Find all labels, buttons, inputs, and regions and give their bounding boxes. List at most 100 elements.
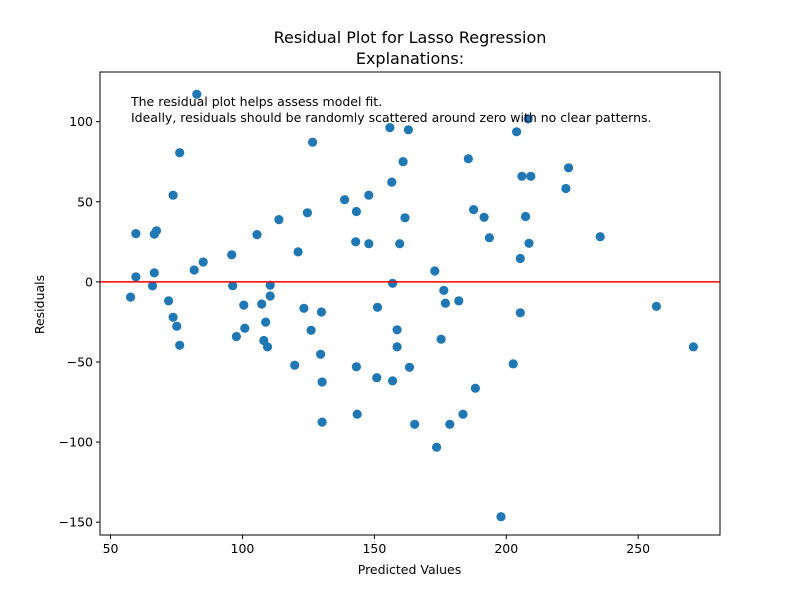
data-point: [479, 212, 489, 222]
data-point: [351, 362, 361, 372]
data-point: [151, 226, 162, 236]
x-tick-label: 50: [103, 541, 119, 556]
y-tick-label: 50: [77, 194, 93, 209]
plot-frame: [99, 71, 721, 536]
y-tick-label: 0: [85, 274, 93, 289]
y-tick-label: −150: [59, 515, 93, 530]
data-point: [392, 342, 402, 352]
data-point: [306, 325, 316, 335]
data-point: [517, 171, 527, 181]
data-point: [496, 512, 506, 522]
data-point: [372, 373, 382, 383]
data-point: [299, 303, 309, 313]
data-point: [317, 377, 327, 387]
y-tick-label: 100: [69, 114, 93, 129]
data-point: [484, 233, 494, 243]
y-axis-label: Residuals: [32, 275, 47, 334]
data-point: [257, 299, 267, 309]
data-point: [164, 296, 174, 306]
data-point: [168, 190, 178, 200]
data-point: [395, 239, 405, 249]
data-point: [436, 334, 446, 344]
y-tick-label: −50: [67, 354, 93, 369]
data-point: [352, 409, 362, 419]
data-point: [430, 266, 440, 276]
data-point: [398, 157, 408, 167]
data-point: [410, 419, 420, 429]
data-point: [515, 308, 525, 318]
data-point: [511, 127, 522, 137]
data-point: [595, 232, 605, 242]
x-tick-label: 100: [231, 541, 255, 556]
data-point: [561, 183, 571, 194]
data-point: [521, 211, 531, 222]
chart-subtitle: Explanations:: [356, 49, 464, 68]
data-point: [439, 285, 449, 295]
data-point: [564, 163, 574, 173]
data-point: [458, 409, 468, 419]
data-point: [651, 301, 662, 311]
data-point: [231, 331, 241, 342]
data-point: [175, 340, 185, 350]
data-point: [523, 114, 533, 124]
data-point: [469, 205, 479, 215]
data-point: [372, 302, 383, 312]
data-point: [317, 417, 327, 427]
plot-area: [100, 72, 720, 535]
data-point: [252, 230, 262, 240]
data-point: [340, 195, 350, 205]
data-point: [302, 208, 312, 218]
data-points: [126, 89, 699, 522]
chart-title: Residual Plot for Lasso Regression: [274, 28, 547, 47]
data-point: [239, 300, 249, 310]
data-point: [168, 312, 178, 322]
data-point: [388, 278, 398, 288]
data-point: [470, 383, 480, 393]
plot-background: [100, 72, 720, 535]
data-point: [388, 376, 398, 386]
x-tick-label: 200: [494, 541, 518, 556]
data-point: [172, 321, 182, 331]
data-point: [149, 268, 159, 278]
data-point: [308, 137, 318, 147]
data-point: [440, 298, 450, 308]
data-point: [403, 125, 413, 135]
data-point: [192, 89, 202, 99]
x-axis-label: Predicted Values: [358, 562, 462, 577]
data-point: [364, 190, 374, 200]
data-point: [189, 265, 199, 275]
data-point: [293, 247, 303, 257]
data-point: [463, 154, 473, 164]
data-point: [432, 442, 442, 452]
data-point: [126, 292, 136, 302]
data-point: [316, 307, 326, 317]
data-point: [351, 206, 361, 217]
data-point: [515, 253, 525, 264]
data-point: [240, 323, 250, 333]
data-point: [508, 359, 518, 369]
data-point: [265, 280, 275, 290]
data-point: [131, 272, 141, 282]
data-point: [175, 148, 185, 158]
data-point: [524, 238, 534, 248]
data-point: [404, 362, 415, 372]
data-point: [227, 250, 237, 260]
data-point: [131, 229, 141, 239]
data-point: [261, 317, 271, 327]
data-point: [392, 325, 402, 335]
data-point: [445, 419, 455, 429]
data-point: [316, 349, 326, 359]
data-point: [198, 257, 208, 267]
annotation-line-2: Ideally, residuals should be randomly sc…: [131, 110, 652, 125]
data-point: [385, 123, 395, 133]
data-point: [351, 237, 361, 247]
data-point: [526, 171, 536, 181]
annotation-line-1: The residual plot helps assess model fit…: [130, 94, 382, 109]
data-point: [274, 215, 284, 225]
data-point: [364, 239, 374, 249]
data-point: [147, 281, 158, 291]
data-point: [290, 360, 300, 370]
data-point: [454, 296, 464, 306]
y-tick-label: −100: [59, 435, 93, 450]
